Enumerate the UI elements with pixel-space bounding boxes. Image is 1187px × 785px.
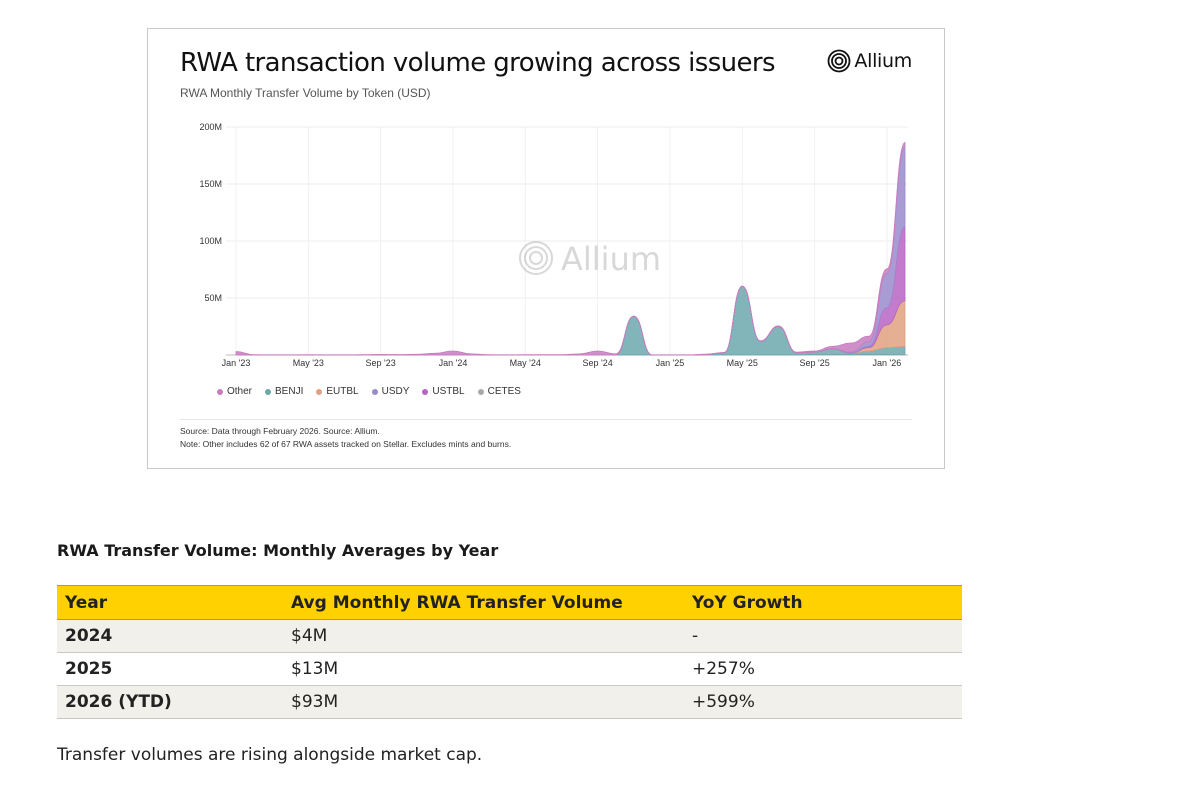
watermark-text: Allium: [561, 240, 661, 278]
legend-item: CETES: [477, 386, 521, 397]
y-tick-label: 100M: [199, 236, 222, 246]
cell-volume: $4M: [283, 619, 684, 653]
cell-year: 2024: [57, 619, 283, 653]
legend-swatch: [217, 388, 223, 395]
legend-item: BENJI: [265, 386, 303, 397]
legend-swatch: [422, 388, 429, 395]
legend-swatch: [371, 388, 378, 395]
other-note: Note: Other includes 62 of 67 RWA assets…: [180, 439, 512, 449]
chart-legend: Other BENJI EUTBL USDY USTBL CETES: [217, 386, 521, 397]
series-area-eutbl: [236, 286, 906, 356]
cell-year: 2026 (YTD): [57, 685, 283, 719]
table-row: 2024 $4M -: [57, 619, 962, 653]
cell-year: 2025: [57, 652, 283, 686]
header-growth: YoY Growth: [684, 585, 962, 620]
header-volume: Avg Monthly RWA Transfer Volume: [283, 585, 684, 620]
x-tick-label: Jan '25: [656, 358, 685, 368]
area-chart: Allium 50M 100M 150M 200M Jan '23 May '23 Sep '…: [199, 122, 908, 368]
volume-table: Year Avg Monthly RWA Transfer Volume YoY…: [57, 585, 962, 719]
legend-label: CETES: [487, 386, 521, 397]
table-row: 2026 (YTD) $93M +599%: [57, 685, 962, 719]
legend-item: EUTBL: [316, 386, 359, 397]
watermark-icon: [529, 251, 543, 265]
allium-watermark: Allium: [519, 240, 661, 278]
chart-card: Allium 50M 100M 150M 200M Jan '23 May '23 Sep '…: [147, 28, 945, 469]
source-note: Source: Data through February 2026. Sour…: [180, 426, 380, 436]
table-heading: RWA Transfer Volume: Monthly Averages by…: [57, 541, 499, 560]
cell-growth: +257%: [684, 652, 962, 686]
cell-growth: -: [684, 619, 962, 653]
y-tick-label: 200M: [199, 122, 222, 132]
legend-label: Other: [227, 386, 253, 397]
watermark-icon: [519, 241, 553, 275]
table-row: 2025 $13M +257%: [57, 652, 962, 686]
legend-label: EUTBL: [326, 386, 359, 397]
y-tick-label: 150M: [199, 179, 222, 189]
cell-volume: $93M: [283, 685, 684, 719]
allium-logo-icon: [828, 49, 851, 73]
x-tick-label: May '23: [293, 358, 324, 368]
legend-swatch: [316, 388, 323, 395]
x-tick-label: Jan '23: [222, 358, 251, 368]
table-header-row: Year Avg Monthly RWA Transfer Volume YoY…: [57, 585, 962, 620]
series-area-benji: [236, 286, 906, 356]
x-tick-label: Sep '25: [799, 358, 829, 368]
legend-item: USDY: [371, 386, 410, 397]
legend-label: USTBL: [432, 386, 465, 397]
chart-notes: Source: Data through February 2026. Sour…: [180, 425, 511, 451]
legend-label: BENJI: [275, 386, 304, 397]
legend-label: USDY: [381, 386, 410, 397]
y-tick-label: 50M: [204, 293, 222, 303]
body-paragraph: Transfer volumes are rising alongside ma…: [57, 745, 483, 765]
legend-item: Other: [217, 386, 252, 397]
legend-swatch: [477, 388, 484, 395]
allium-logo: Allium: [827, 49, 912, 73]
watermark-icon: [524, 246, 548, 270]
cell-growth: +599%: [684, 685, 962, 719]
chart-title: RWA transaction volume growing across is…: [180, 48, 776, 78]
x-tick-label: Jan '24: [439, 358, 468, 368]
cell-volume: $13M: [283, 652, 684, 686]
x-tick-label: Sep '24: [582, 358, 612, 368]
header-year: Year: [57, 585, 283, 620]
brand-name: Allium: [854, 50, 912, 72]
chart-subtitle: RWA Monthly Transfer Volume by Token (US…: [180, 86, 431, 100]
chart-divider: [180, 419, 912, 420]
x-tick-label: May '25: [727, 358, 758, 368]
series-area-other: [235, 141, 906, 356]
legend-swatch: [265, 388, 272, 395]
x-tick-label: May '24: [510, 358, 541, 368]
legend-item: USTBL: [422, 386, 465, 397]
x-tick-label: Sep '23: [366, 358, 396, 368]
x-tick-label: Jan '26: [873, 358, 902, 368]
